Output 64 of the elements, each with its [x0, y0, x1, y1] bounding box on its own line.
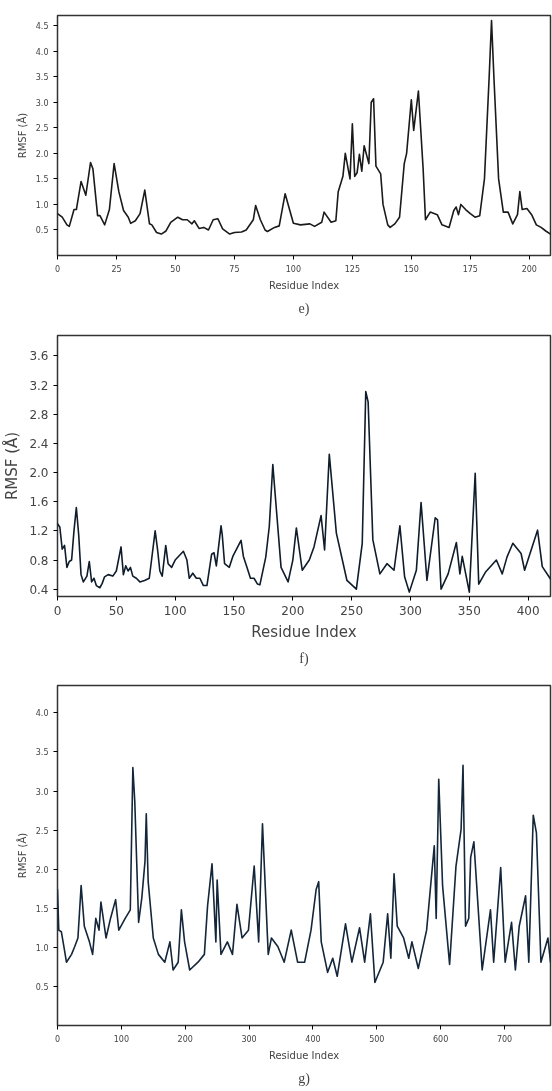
y-tick-label: 0.5	[35, 226, 49, 236]
y-tick-label: 1.5	[35, 904, 49, 914]
x-tick-label: 100	[285, 264, 302, 274]
x-tick-label: 500	[369, 1034, 385, 1044]
text: f)	[299, 650, 309, 667]
y-tick-label: 2.0	[35, 865, 49, 875]
y-tick-label: 3.6	[29, 349, 49, 364]
y-tick-label: 1.2	[29, 524, 49, 539]
x-axis-title: Residue Index	[251, 622, 357, 641]
x-tick-label: 600	[433, 1034, 449, 1044]
x-tick-label: 50	[108, 603, 124, 618]
x-tick-label: 300	[241, 1034, 257, 1044]
x-tick-label: 125	[344, 264, 360, 274]
y-tick-label: 1.0	[35, 943, 49, 953]
line-series	[57, 19, 551, 235]
x-tick-label: 100	[113, 1034, 130, 1044]
y-tick-label: 1.6	[29, 495, 49, 510]
x-tick-label: 0	[54, 264, 61, 274]
x-tick-label: 200	[521, 264, 537, 274]
x-tick-label: 400	[516, 603, 540, 618]
y-tick-label: 1.0	[35, 200, 49, 210]
y-tick-label: 0.5	[35, 982, 49, 992]
x-tick-label: 75	[229, 264, 240, 274]
y-tick-label: 1.5	[35, 175, 49, 185]
y-tick-label: 2.5	[35, 124, 49, 134]
x-tick-label: 100	[163, 603, 187, 618]
y-tick-label: 3.2	[29, 378, 49, 393]
x-tick-label: 400	[305, 1034, 321, 1044]
x-tick-label: 50	[170, 264, 181, 274]
x-tick-label: 700	[496, 1034, 513, 1044]
y-tick-label: 2.4	[29, 436, 49, 451]
text: g)	[298, 1070, 311, 1087]
x-tick-label: 150	[222, 603, 246, 618]
y-axis-title: RMSF (Å)	[15, 832, 28, 879]
x-tick-label: 0	[53, 603, 62, 618]
y-tick-label: 4.5	[35, 22, 49, 32]
y-tick-label: 3.0	[35, 98, 49, 108]
y-tick-label: 4.0	[35, 709, 49, 719]
x-tick-label: 150	[403, 264, 419, 274]
y-tick-label: 2.0	[29, 466, 49, 481]
x-tick-label: 200	[177, 1034, 193, 1044]
y-tick-label: 4.0	[35, 47, 49, 57]
y-tick-label: 2.0	[35, 149, 49, 159]
x-tick-label: 200	[281, 603, 305, 618]
x-tick-label: 25	[111, 264, 122, 274]
x-tick-label: 250	[340, 603, 364, 618]
y-axis-title: RMSF (Å)	[2, 431, 22, 501]
x-axis-title: Residue Index	[268, 279, 340, 291]
y-tick-label: 0.4	[29, 582, 49, 597]
text: e)	[298, 300, 310, 317]
x-tick-label: 300	[399, 603, 422, 618]
y-tick-label: 3.0	[35, 787, 49, 797]
x-axis-title: Residue Index	[268, 1049, 340, 1061]
x-tick-label: 350	[457, 603, 481, 618]
y-tick-label: 2.8	[29, 407, 49, 422]
y-tick-label: 3.5	[35, 73, 49, 83]
x-tick-label: 0	[54, 1034, 61, 1044]
y-tick-label: 3.5	[35, 748, 49, 758]
line-series	[57, 390, 551, 593]
y-tick-label: 0.8	[29, 553, 49, 568]
y-tick-label: 2.5	[35, 826, 49, 836]
y-axis-title: RMSF (Å)	[15, 112, 28, 159]
x-tick-label: 175	[462, 264, 478, 274]
line-series	[57, 764, 551, 984]
